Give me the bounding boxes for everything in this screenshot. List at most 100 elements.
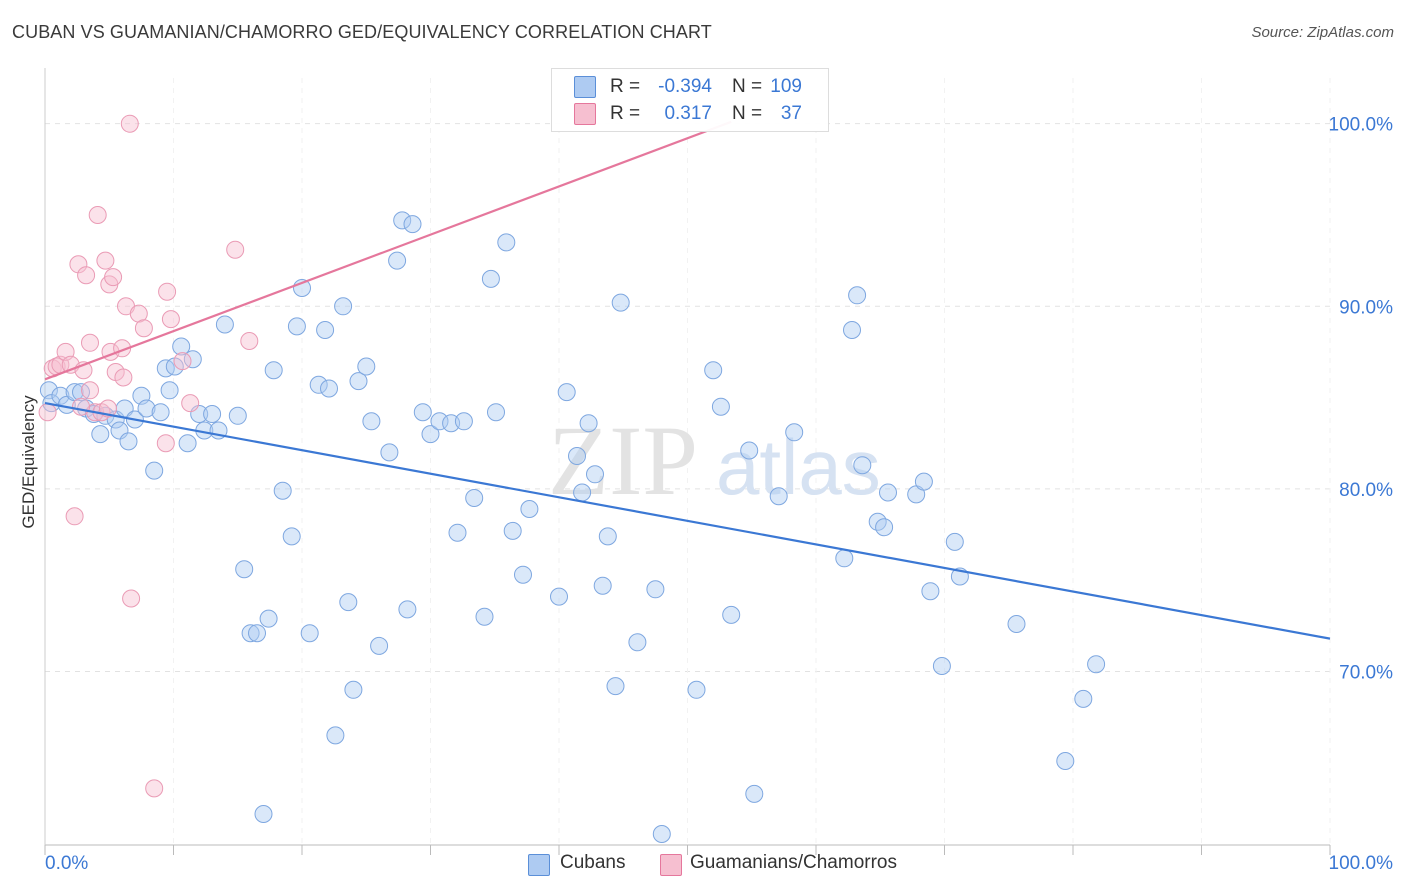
cubans-r-value: -0.394: [658, 76, 712, 97]
cubans-point: [579, 414, 598, 433]
cubans-point: [203, 405, 222, 423]
guamanians-point: [88, 206, 107, 224]
guamanians-trend-line: [44, 120, 732, 381]
cubans-point: [235, 560, 254, 579]
cubans-point: [145, 461, 164, 480]
cubans-point: [264, 361, 283, 380]
guamanians-point: [129, 304, 148, 323]
stats-legend-row-cubans: R = -0.394 N = 109: [552, 73, 828, 101]
cubans-legend-swatch: [528, 854, 550, 876]
guamanians-swatch: [574, 103, 596, 125]
guamanians-point: [161, 310, 180, 329]
cubans-point: [403, 215, 422, 234]
cubans-point: [151, 403, 170, 422]
cubans-point: [465, 489, 484, 507]
cubans-point: [598, 527, 617, 546]
guamanians-point: [81, 333, 99, 352]
cubans-point: [119, 432, 138, 451]
cubans-point: [586, 465, 604, 484]
cubans-point: [785, 423, 804, 442]
cubans-point: [339, 593, 358, 612]
guamanians-point: [114, 368, 133, 387]
gridlines: [44, 78, 1331, 845]
cubans-point: [606, 677, 625, 696]
watermark-zip: ZIP: [548, 405, 698, 516]
stats-legend-row-guamanians: R = 0.317 N = 37: [552, 100, 828, 128]
cubans-point: [72, 383, 90, 402]
cubans-point: [475, 607, 494, 626]
trend-lines: [44, 120, 1331, 640]
cubans-point: [745, 784, 764, 803]
cubans-swatch: [574, 76, 596, 98]
cubans-point: [514, 565, 532, 584]
guamanians-point: [122, 589, 141, 608]
cubans-point: [241, 624, 260, 643]
guamanians-point: [120, 114, 139, 133]
cubans-point: [398, 600, 417, 619]
y-tick-label: 80.0%: [1339, 480, 1393, 501]
guamanians-legend-swatch: [660, 854, 682, 876]
cubans-point: [503, 521, 522, 540]
guamanians-point: [158, 282, 177, 301]
cubans-n-value: 109: [770, 76, 802, 97]
cubans-point: [357, 357, 376, 376]
y-axis-title: GED/Equivalency: [19, 395, 38, 529]
n-label: N =: [732, 103, 763, 124]
cubans-point: [481, 269, 500, 288]
cubans-point: [932, 657, 951, 675]
x-tick-label-right: 100.0%: [1329, 853, 1394, 874]
cubans-point: [711, 397, 730, 416]
cubans-point: [687, 680, 706, 699]
stats-legend: R = -0.394 N = 109 R = 0.317 N = 37: [551, 68, 829, 132]
n-label: N =: [732, 76, 763, 97]
cubans-point: [215, 315, 234, 334]
guamanians-n-value: 37: [780, 103, 802, 124]
cubans-point: [646, 580, 665, 599]
x-tick-label-left: 0.0%: [45, 853, 88, 874]
y-tick-label: 100.0%: [1329, 115, 1394, 136]
r-label: R =: [610, 103, 641, 124]
cubans-point: [1087, 655, 1106, 674]
cubans-point: [393, 211, 412, 230]
watermark: ZIP atlas: [548, 405, 881, 516]
cubans-point: [921, 582, 940, 601]
cubans-point: [769, 487, 788, 506]
cubans-point: [51, 386, 70, 405]
guamanians-point: [104, 268, 123, 287]
guamanians-point: [65, 507, 84, 526]
cubans-point: [380, 443, 399, 462]
cubans-point: [448, 523, 467, 542]
guamanians-point: [145, 779, 164, 798]
cubans-point: [1056, 752, 1075, 770]
cubans-point: [628, 633, 647, 652]
chart-title: CUBAN VS GUAMANIAN/CHAMORRO GED/EQUIVALE…: [12, 22, 712, 42]
cubans-point: [568, 447, 586, 465]
cubans-point: [388, 251, 407, 270]
cubans-point: [945, 532, 964, 551]
guamanians-point: [181, 394, 200, 413]
cubans-point: [248, 624, 266, 643]
cubans-point: [259, 609, 278, 628]
cubans-point: [320, 379, 338, 398]
guamanians-point: [77, 266, 96, 285]
chart-source: Source: ZipAtlas.com: [1251, 24, 1394, 41]
cubans-point: [370, 636, 389, 655]
cubans-legend-label: Cubans: [560, 852, 626, 873]
guamanians-r-value: 0.317: [664, 103, 712, 124]
cubans-point: [875, 518, 894, 537]
cubans-point: [853, 456, 872, 475]
cubans-point: [704, 361, 723, 380]
cubans-point: [156, 359, 175, 378]
guamanians-point: [226, 240, 245, 259]
cubans-point: [611, 293, 630, 312]
cubans-point: [1007, 615, 1026, 633]
cubans-point: [178, 434, 197, 453]
guamanians-point: [156, 434, 175, 453]
cubans-point: [172, 337, 191, 356]
cubans-point: [487, 403, 505, 422]
cubans-point: [722, 605, 741, 624]
cubans-point: [228, 406, 247, 425]
cubans-point: [1074, 689, 1093, 708]
cubans-point: [520, 500, 539, 518]
